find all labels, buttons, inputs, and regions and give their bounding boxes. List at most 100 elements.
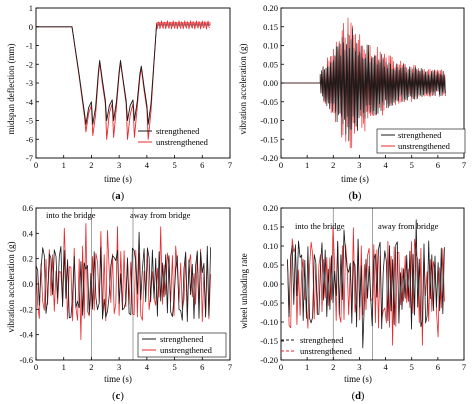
a-x-tick-label: 4 xyxy=(145,160,150,170)
c-legend: strengthened unstrengthened xyxy=(137,332,227,358)
b-x-tick-label: 5 xyxy=(410,160,414,170)
d-panel-label: (d) xyxy=(352,391,365,402)
a-x-tick-label: 2 xyxy=(89,160,93,170)
a-legend: strengthened unstrengthened xyxy=(138,126,209,147)
b-x-tick-label: 7 xyxy=(462,160,466,170)
b-panel-label-open: ( xyxy=(349,191,353,202)
d-x-tick-label: 2 xyxy=(331,362,335,372)
b-y-tick-label: -0.10 xyxy=(260,116,278,126)
c-legend-label-strengthened: strengthened xyxy=(160,334,204,344)
c-x-tick-label: 2 xyxy=(89,362,93,372)
a-legend-label-strengthened: strengthened xyxy=(156,126,200,136)
d-x-tick-label: 5 xyxy=(410,362,414,372)
b-legend-frame xyxy=(376,128,466,154)
d-y-tick-label: 0.10 xyxy=(263,241,278,251)
a-series-line-strengthened xyxy=(36,24,211,125)
a-y-axis-label: midspan deflection (mm) xyxy=(6,44,16,135)
b-legend-label-strengthened: strengthened xyxy=(398,130,442,140)
c-y-axis-label: vibration acceleration (g) xyxy=(6,242,16,333)
c-y-tick-label: 0.2 xyxy=(22,254,33,264)
a-y-tick-label: 1 xyxy=(29,3,33,13)
c-x-axis-label: time (s) xyxy=(104,374,132,384)
b-series-group xyxy=(281,17,446,149)
d-series-line-strengthened xyxy=(287,219,445,349)
a-x-tick-label: 1 xyxy=(62,160,66,170)
a-panel-label-open: ( xyxy=(112,191,116,202)
panel-d-wheel-unloading-rate: 0 1 2 3 4 5 6 7 0.20 0.15 0.10 0.05 0.00 -0.05 -0.10 -0… xyxy=(239,203,466,402)
d-x-tick-label: 1 xyxy=(305,362,309,372)
d-annotation-into-bridge: into the bridge xyxy=(295,221,345,231)
c-x-tick-label: 3 xyxy=(117,362,121,372)
a-y-tick-label: -1 xyxy=(26,41,33,51)
a-legend-label-unstrengthened: unstrengthened xyxy=(156,137,209,147)
b-y-tick-label: -0.15 xyxy=(260,134,278,144)
d-series-group xyxy=(287,219,445,349)
a-plot-frame xyxy=(35,7,231,159)
c-y-tick-label: -0.4 xyxy=(20,330,34,340)
c-legend-frame xyxy=(137,332,227,358)
a-x-axis-label: time (s) xyxy=(104,174,132,184)
a-panel-label-close: ) xyxy=(121,191,125,202)
c-series-line-unstrengthened xyxy=(35,223,211,341)
d-x-tick-label: 4 xyxy=(383,362,388,372)
d-axes-group: 0 1 2 3 4 5 6 7 0.20 0.15 0.10 0.05 0.00 -0.05 -0.10 -0… xyxy=(260,203,466,372)
c-annotation-into-bridge: into the bridge xyxy=(46,210,96,220)
c-x-tick-label: 0 xyxy=(34,362,38,372)
a-series-line-free-vibration xyxy=(156,20,211,30)
b-x-tick-label: 2 xyxy=(331,160,335,170)
d-y-tick-label: -0.10 xyxy=(260,317,278,327)
c-panel-label-letter: c xyxy=(116,391,121,402)
a-panel-label-letter: a xyxy=(115,191,121,202)
b-x-tick-label: 0 xyxy=(279,160,283,170)
a-x-tick-label: 3 xyxy=(117,160,121,170)
d-y-tick-label: 0.15 xyxy=(263,222,278,232)
c-annotation-away-from-bridge: away from bridge xyxy=(130,210,191,220)
b-x-tick-label: 6 xyxy=(436,160,440,170)
d-series-line-unstrengthened xyxy=(287,226,445,346)
a-panel-label: (a) xyxy=(112,191,125,202)
b-y-tick-label: 0.00 xyxy=(263,78,278,88)
a-y-tick-label: -2 xyxy=(26,59,33,69)
b-y-tick-label: -0.20 xyxy=(260,153,278,163)
d-x-tick-label: 0 xyxy=(279,362,283,372)
b-axes-group: 0 1 2 3 4 5 6 7 0.20 0.15 0.10 0.05 0.00 -0.05 -0.10 -0… xyxy=(260,3,466,170)
c-y-tick-label: -0.2 xyxy=(20,304,33,314)
c-x-tick-label: 5 xyxy=(172,362,176,372)
b-x-tick-label: 3 xyxy=(357,160,361,170)
b-legend: strengthened unstrengthened xyxy=(376,128,466,154)
d-y-tick-label: -0.20 xyxy=(260,355,278,365)
d-y-tick-label: 0.00 xyxy=(263,279,278,289)
b-x-axis-label: time (s) xyxy=(341,174,369,184)
d-panel-label-letter: d xyxy=(355,391,361,402)
panel-b-vibration-acceleration: 0 1 2 3 4 5 6 7 0.20 0.15 0.10 0.05 0.00 -0.05 -0.10 -0… xyxy=(238,3,466,202)
a-y-tick-label: -5 xyxy=(26,116,33,126)
c-y-tick-label: 0.4 xyxy=(22,228,33,238)
d-legend: strengthened unstrengthened xyxy=(281,335,353,356)
d-legend-label-unstrengthened: unstrengthened xyxy=(300,346,353,356)
c-panel-label: (c) xyxy=(112,391,124,402)
a-y-tick-label: -7 xyxy=(26,153,33,163)
d-y-tick-label: 0.05 xyxy=(263,260,278,270)
c-x-tick-label: 7 xyxy=(228,362,232,372)
a-y-tick-label: 0 xyxy=(29,22,33,32)
b-panel-label: (b) xyxy=(349,191,362,202)
c-y-tick-label: 0.0 xyxy=(22,279,33,289)
c-axes-group: 0 1 2 3 4 5 6 7 0.6 0.4 0.2 0.0 -0.2 -0.4 -0.6 xyxy=(20,203,233,372)
d-y-tick-label: -0.05 xyxy=(260,298,278,308)
d-y-tick-label: -0.15 xyxy=(260,336,278,346)
d-x-tick-label: 6 xyxy=(436,362,440,372)
panel-c-vibration-acceleration: 0 1 2 3 4 5 6 7 0.6 0.4 0.2 0.0 -0.2 -0.4 -0.6 into th… xyxy=(6,203,232,402)
c-x-tick-label: 6 xyxy=(200,362,204,372)
c-panel-label-open: ( xyxy=(112,391,116,402)
d-x-axis-label: time (s) xyxy=(344,374,372,384)
d-panel-label-close: ) xyxy=(361,391,365,402)
b-y-tick-label: 0.20 xyxy=(263,3,278,13)
b-y-tick-label: -0.05 xyxy=(260,97,278,107)
c-legend-label-unstrengthened: unstrengthened xyxy=(160,345,213,355)
b-panel-label-close: ) xyxy=(358,191,362,202)
b-y-tick-label: 0.10 xyxy=(263,41,278,51)
a-x-tick-label: 5 xyxy=(172,160,176,170)
d-legend-label-strengthened: strengthened xyxy=(300,335,344,345)
d-y-axis-label: wheel unloading rate xyxy=(239,253,249,328)
